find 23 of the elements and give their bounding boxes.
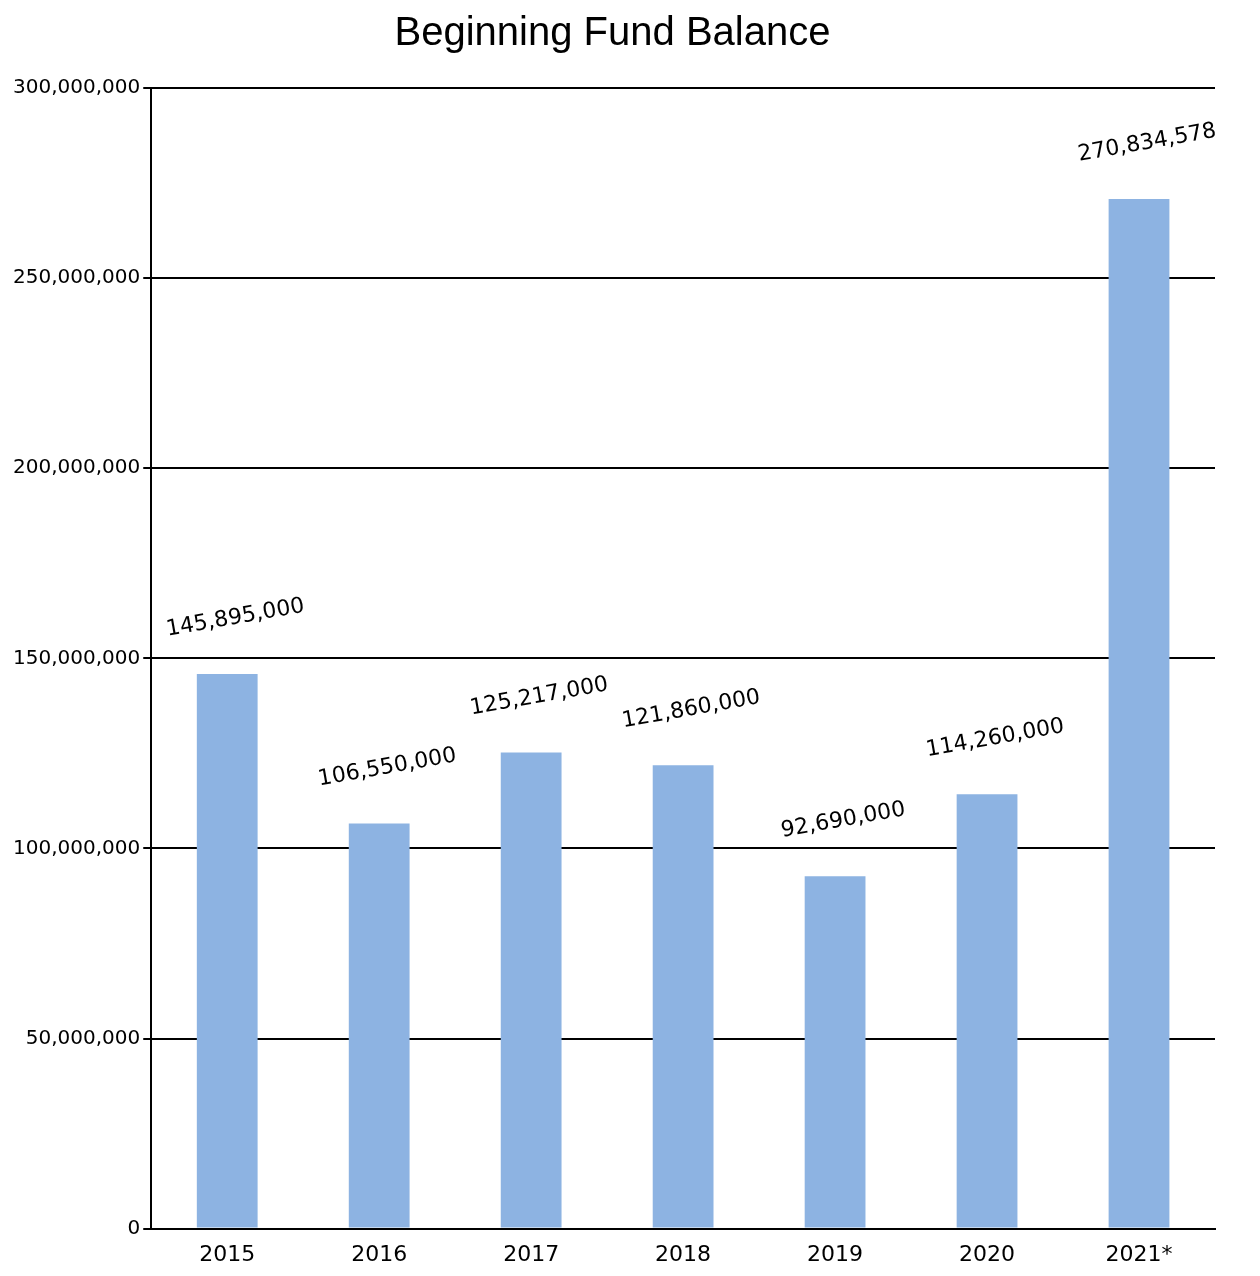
data-label: 92,690,000 xyxy=(778,795,908,842)
y-tick-label: 200,000,000 xyxy=(12,454,141,479)
bar xyxy=(348,823,410,1228)
bar xyxy=(804,876,866,1228)
x-tick-label: 2017 xyxy=(503,1240,560,1266)
bar xyxy=(196,673,258,1228)
y-tick-label: 150,000,000 xyxy=(12,644,141,669)
y-tick-label: 50,000,000 xyxy=(25,1024,141,1049)
x-tick-label: 2020 xyxy=(959,1240,1016,1266)
x-tick-label: 2016 xyxy=(351,1240,408,1266)
y-tick-label: 250,000,000 xyxy=(12,264,141,289)
y-tick-label: 100,000,000 xyxy=(12,834,141,859)
bar xyxy=(652,765,714,1228)
bar xyxy=(956,794,1018,1228)
chart-title: Beginning Fund Balance xyxy=(394,9,831,54)
x-tick-label: 2015 xyxy=(199,1240,256,1266)
x-tick-label: 2018 xyxy=(655,1240,712,1266)
x-tick-label: 2019 xyxy=(807,1240,864,1266)
x-tick-label: 2021* xyxy=(1105,1240,1173,1266)
bar xyxy=(500,752,562,1228)
bar xyxy=(1108,198,1170,1228)
y-tick-label: 0 xyxy=(127,1214,141,1239)
y-tick-label: 300,000,000 xyxy=(12,74,141,99)
